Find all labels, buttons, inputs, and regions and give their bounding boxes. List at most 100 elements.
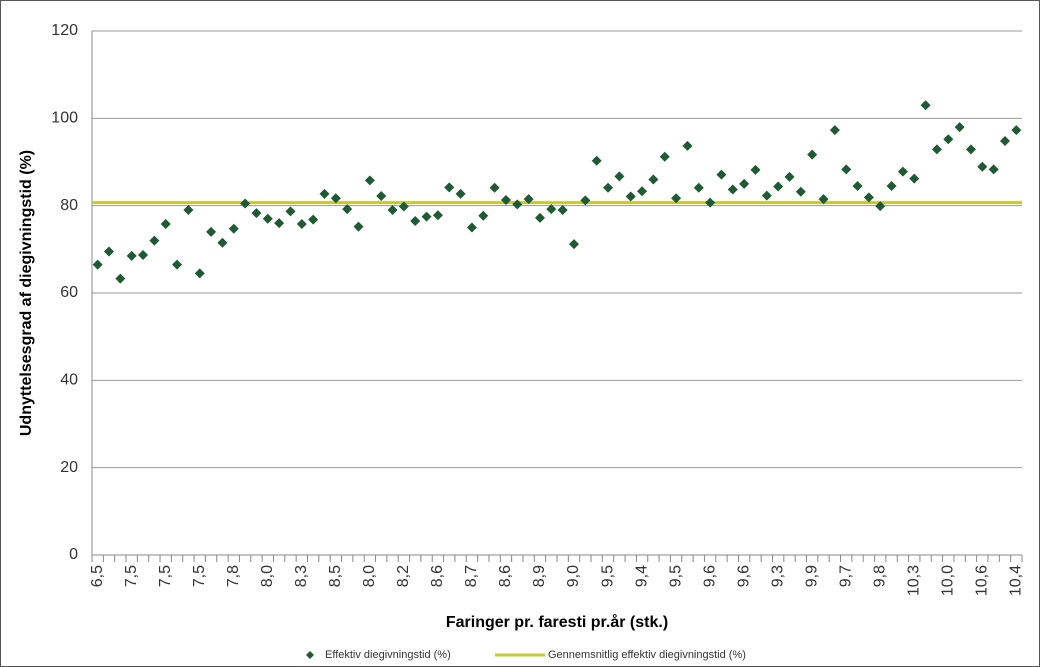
point (115, 273, 126, 284)
x-tick-label: 9,5 (667, 565, 684, 587)
point (228, 223, 239, 234)
point (557, 205, 568, 216)
point (739, 178, 750, 189)
x-tick-label: 8,0 (361, 565, 378, 587)
point (206, 226, 217, 237)
point (852, 181, 863, 192)
point (217, 237, 228, 248)
point (104, 246, 115, 257)
x-tick-label: 8,3 (293, 565, 310, 587)
y-tick-label: 40 (60, 372, 78, 389)
point (194, 268, 205, 279)
point (240, 198, 251, 209)
point (534, 212, 545, 223)
x-axis-title: Faringer pr. faresti pr.år (stk.) (446, 613, 668, 631)
point (625, 191, 636, 202)
x-tick-label: 8,5 (327, 565, 344, 587)
x-tick-label: 8,6 (497, 565, 514, 587)
y-tick-label: 100 (51, 110, 78, 127)
x-tick-label: 10,4 (1008, 565, 1025, 596)
point (693, 182, 704, 193)
point (432, 210, 443, 221)
y-tick-label: 80 (60, 197, 78, 214)
point (614, 171, 625, 182)
y-tick-label: 0 (69, 546, 78, 563)
point (1011, 125, 1022, 136)
point (705, 197, 716, 208)
point (330, 193, 341, 204)
point (659, 151, 670, 162)
point (648, 174, 659, 185)
point (591, 155, 602, 166)
point (999, 136, 1010, 147)
point (138, 250, 149, 261)
point (364, 175, 375, 186)
point (773, 181, 784, 192)
point (262, 213, 273, 224)
x-tick-label: 9,0 (565, 565, 582, 587)
x-tick-label: 9,9 (803, 565, 820, 587)
point (126, 250, 137, 261)
y-tick-label: 60 (60, 284, 78, 301)
x-tick-label: 6,5 (89, 565, 106, 587)
legend-label: Effektiv diegivningstid (%) (325, 649, 451, 661)
point (977, 161, 988, 172)
x-tick-label: 7,8 (225, 565, 242, 587)
legend-label: Gennemsnitlig effektiv diegivningstid (%… (548, 649, 746, 661)
point (376, 191, 387, 202)
point (716, 169, 727, 180)
point (931, 144, 942, 155)
x-tick-label: 7,5 (157, 565, 174, 587)
y-tick-label: 20 (60, 459, 78, 476)
point (92, 259, 103, 270)
point (761, 190, 772, 201)
point (285, 206, 296, 217)
point (546, 204, 557, 215)
x-tick-label: 8,0 (259, 565, 276, 587)
point (274, 218, 285, 229)
x-tick-label: 9,6 (701, 565, 718, 587)
point (478, 210, 489, 221)
x-tick-label: 9,3 (769, 565, 786, 587)
point (818, 194, 829, 205)
x-tick-label: 9,4 (633, 565, 650, 587)
x-tick-label: 9,6 (735, 565, 752, 587)
point (954, 122, 965, 133)
x-tick-label: 9,8 (871, 565, 888, 587)
point (988, 164, 999, 175)
x-tick-label: 8,7 (463, 565, 480, 587)
point (466, 222, 477, 233)
point (296, 219, 307, 230)
x-tick-label: 7,5 (123, 565, 140, 587)
point (149, 235, 160, 246)
point (342, 204, 353, 215)
point (682, 140, 693, 151)
point (909, 173, 920, 184)
point (308, 214, 319, 225)
point (387, 205, 398, 216)
x-tick-label: 9,7 (837, 565, 854, 587)
point (251, 208, 262, 219)
x-tick-label: 10,6 (974, 565, 991, 596)
point (784, 171, 795, 182)
point (523, 194, 534, 205)
point (795, 186, 806, 197)
point (353, 221, 364, 232)
x-tick-label: 8,9 (531, 565, 548, 587)
point (512, 199, 523, 210)
x-tick-label: 10,0 (939, 565, 956, 596)
x-tick-label: 9,5 (599, 565, 616, 587)
x-tick-label: 8,6 (429, 565, 446, 587)
point (569, 239, 580, 250)
point (841, 164, 852, 175)
point (897, 166, 908, 177)
point (886, 181, 897, 192)
x-tick-label: 10,3 (905, 565, 922, 596)
point (943, 134, 954, 145)
point (920, 100, 931, 111)
point (750, 164, 761, 175)
point (410, 215, 421, 226)
point (319, 188, 330, 199)
y-tick-label: 120 (51, 22, 78, 39)
